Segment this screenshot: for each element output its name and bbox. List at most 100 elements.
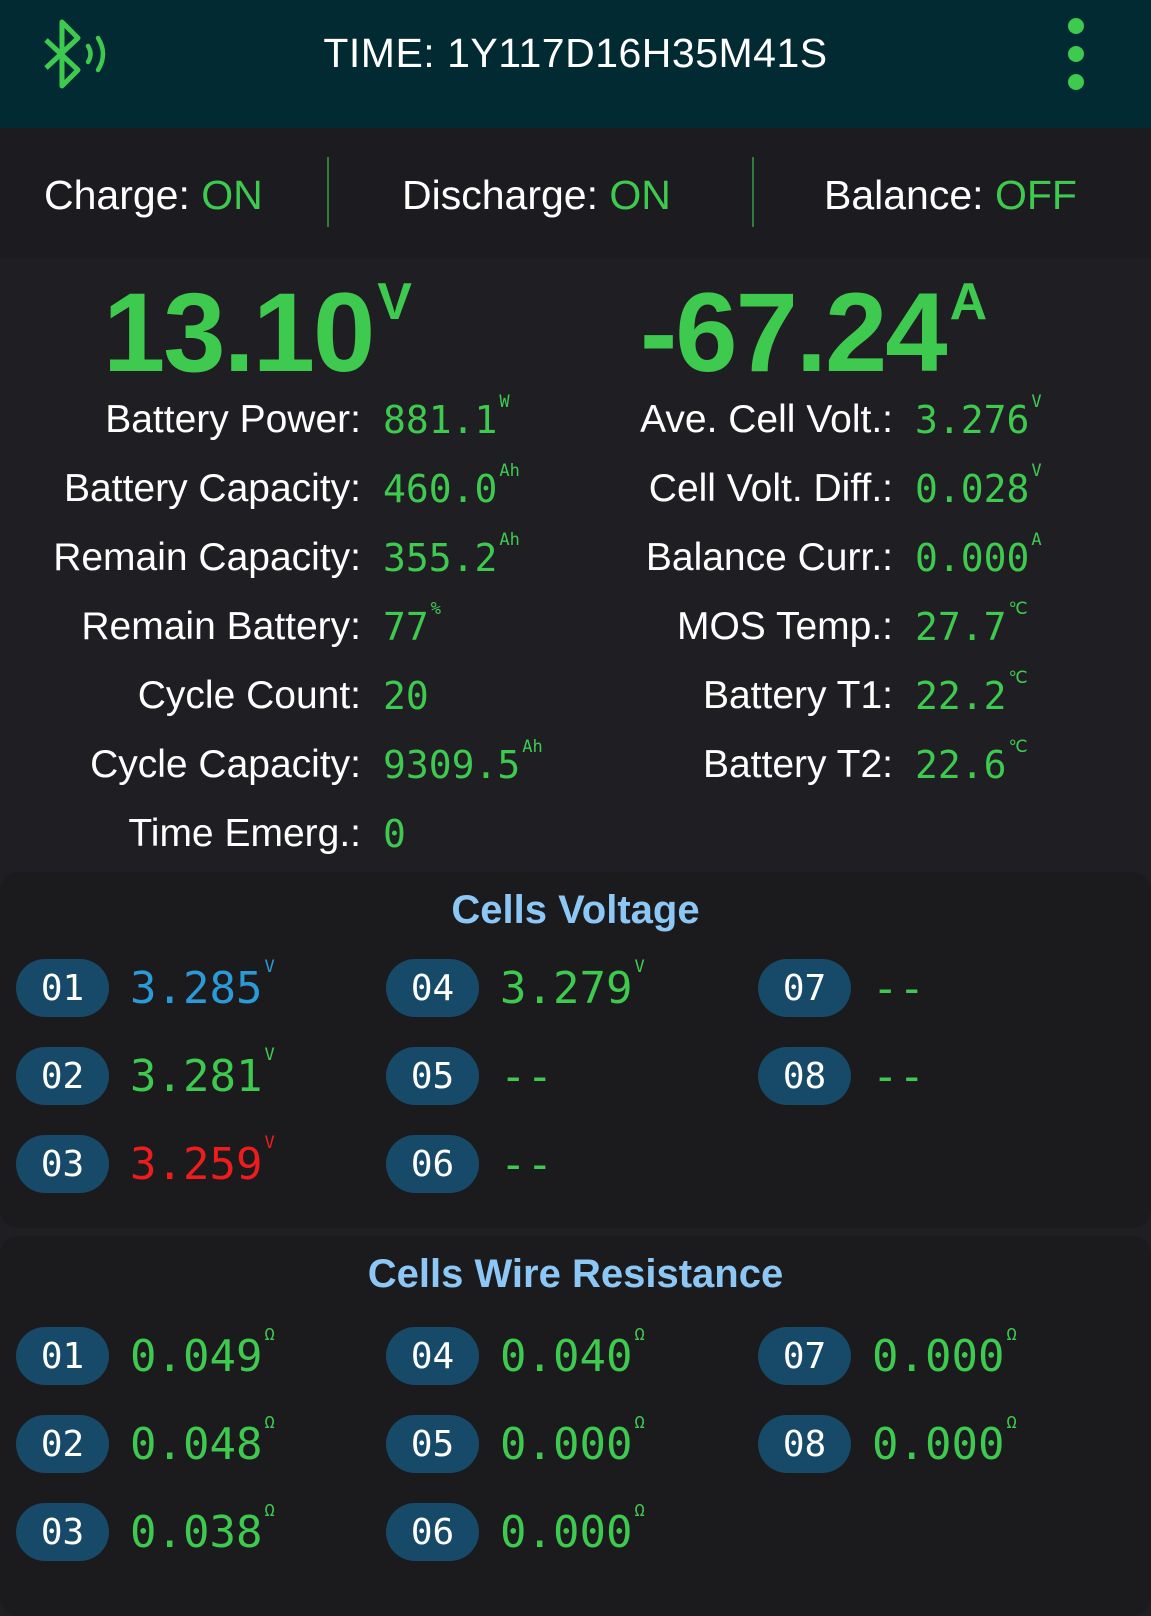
discharge-status: Discharge: ON — [402, 172, 671, 218]
metric-label: Balance Curr.: — [645, 535, 893, 579]
metric-row: Ave. Cell Volt.: 3.276 V — [560, 385, 1042, 454]
unit-text: Ω — [1006, 1412, 1017, 1433]
cell-value: 0.000 Ω — [872, 1325, 1017, 1382]
discharge-value: ON — [609, 172, 671, 218]
unit-text: W — [499, 391, 510, 412]
cell-number-badge: 06 — [386, 1135, 479, 1193]
divider — [752, 157, 754, 227]
cell-number-badge: 04 — [386, 1327, 479, 1385]
metric-row: Cell Volt. Diff.: 0.028 V — [560, 454, 1042, 523]
cell-value: -- — [872, 1051, 925, 1102]
uptime-title: TIME: 1Y117D16H35M41S — [323, 30, 828, 76]
metric-value: 22.6 ℃ — [915, 737, 1028, 787]
cell-item: 01 0.049 Ω — [16, 1312, 386, 1400]
section-title: Cells Voltage — [451, 888, 700, 932]
metric-value: 0.028 V — [915, 461, 1042, 511]
unit-text: Ah — [499, 529, 520, 550]
value-text: 460.0 — [383, 466, 498, 511]
total-current: -67.24A — [640, 270, 987, 395]
cell-value: 0.000 Ω — [872, 1413, 1017, 1470]
value-text: 20 — [383, 673, 429, 718]
metric-label: Time Emerg.: — [128, 811, 361, 855]
unit-text: % — [430, 598, 442, 619]
cell-number-badge: 04 — [386, 959, 479, 1017]
unit-text: ℃ — [1008, 667, 1028, 688]
cell-item: 07 -- — [758, 944, 1138, 1032]
unit-text: ℃ — [1008, 598, 1028, 619]
metric-value: 0.000 A — [915, 530, 1042, 580]
charge-status: Charge: ON — [44, 172, 263, 218]
metric-row: Battery T1: 22.2 ℃ — [560, 661, 1042, 730]
more-vert-icon[interactable] — [1062, 18, 1090, 90]
metric-label: Battery Power: — [105, 397, 361, 441]
unit-text: ℃ — [1008, 736, 1028, 757]
metric-value: 22.2 ℃ — [915, 668, 1028, 718]
cell-number-badge: 07 — [758, 959, 851, 1017]
cell-value: 0.000 Ω — [500, 1413, 645, 1470]
value-text: 0.000 — [500, 1418, 633, 1470]
cell-number-badge: 02 — [16, 1415, 109, 1473]
value-text: 355.2 — [383, 535, 498, 580]
cell-value: 3.279 V — [500, 957, 645, 1014]
unit-text: Ω — [634, 1500, 645, 1521]
metric-value: 9309.5 Ah — [383, 737, 543, 787]
metric-value: 77% — [383, 599, 441, 649]
total-voltage: 13.10V — [103, 270, 412, 395]
cell-item: 02 3.281 V — [16, 1032, 386, 1120]
cell-value: -- — [500, 1051, 553, 1102]
cell-item: 07 0.000 Ω — [758, 1312, 1138, 1400]
cell-item: 05 -- — [386, 1032, 758, 1120]
cell-item: 03 0.038 Ω — [16, 1488, 386, 1576]
value-text: 0.040 — [500, 1330, 633, 1382]
unit-text: Ω — [634, 1324, 645, 1345]
value-text: 3.276 — [915, 397, 1030, 442]
value-text: 22.6 — [915, 742, 1007, 787]
cell-item: 08 0.000 Ω — [758, 1400, 1138, 1488]
cell-value: 0.040 Ω — [500, 1325, 645, 1382]
metric-row: Battery Capacity: 460.0 Ah — [0, 454, 543, 523]
cell-value: -- — [872, 963, 925, 1014]
cells-voltage-grid: 01 3.285 V 02 3.281 V 03 3.259 V 04 3.279 V 05 -- 06 --… — [0, 944, 1151, 1208]
value-text: 0.038 — [130, 1506, 263, 1558]
unit-text: Ah — [522, 736, 543, 757]
metric-row: Remain Battery: 77% — [0, 592, 543, 661]
metrics-right: Ave. Cell Volt.: 3.276 V Cell Volt. Diff.: 0… — [560, 385, 1042, 799]
metric-label: Battery T2: — [702, 742, 893, 786]
value-text: -- — [500, 1050, 553, 1102]
divider — [327, 157, 329, 227]
metrics-left: Battery Power: 881.1 W Battery Capacity: 460… — [0, 385, 543, 868]
metric-row: Balance Curr.: 0.000 A — [560, 523, 1042, 592]
cell-number-badge: 05 — [386, 1047, 479, 1105]
cell-number-badge: 01 — [16, 959, 109, 1017]
metric-value: 355.2 Ah — [383, 530, 520, 580]
cell-number-badge: 03 — [16, 1135, 109, 1193]
unit-text: Ω — [1006, 1324, 1017, 1345]
unit-text: Ω — [264, 1500, 275, 1521]
value-text: 0.000 — [500, 1506, 633, 1558]
metric-label: Remain Capacity: — [53, 535, 361, 579]
cell-number-badge: 03 — [16, 1503, 109, 1561]
unit-text: V — [634, 956, 645, 977]
value-text: -- — [500, 1138, 553, 1190]
cell-value: -- — [500, 1139, 553, 1190]
metric-value: 27.7 ℃ — [915, 599, 1028, 649]
cell-value: 0.048 Ω — [130, 1413, 275, 1470]
cell-number-badge: 01 — [16, 1327, 109, 1385]
unit-text: Ω — [264, 1324, 275, 1345]
metric-value: 460.0 Ah — [383, 461, 520, 511]
metric-row: Time Emerg.: 0 — [0, 799, 543, 868]
value-text: 3.285 — [130, 962, 263, 1014]
metric-label: Battery Capacity: — [64, 466, 361, 510]
metric-value: 3.276 V — [915, 392, 1042, 442]
cell-item: 04 3.279 V — [386, 944, 758, 1032]
cell-number-badge: 08 — [758, 1415, 851, 1473]
metric-row: Battery T2: 22.6 ℃ — [560, 730, 1042, 799]
metric-row: Cycle Count: 20 — [0, 661, 543, 730]
bluetooth-connected-icon[interactable] — [38, 18, 113, 90]
value-text: 9309.5 — [383, 742, 521, 787]
status-bar: Charge: ON Discharge: ON Balance: OFF — [0, 128, 1151, 258]
cell-item: 05 0.000 Ω — [386, 1400, 758, 1488]
value-text: 3.281 — [130, 1050, 263, 1102]
metric-value: 0 — [383, 812, 406, 856]
unit-text: Ah — [499, 460, 520, 481]
